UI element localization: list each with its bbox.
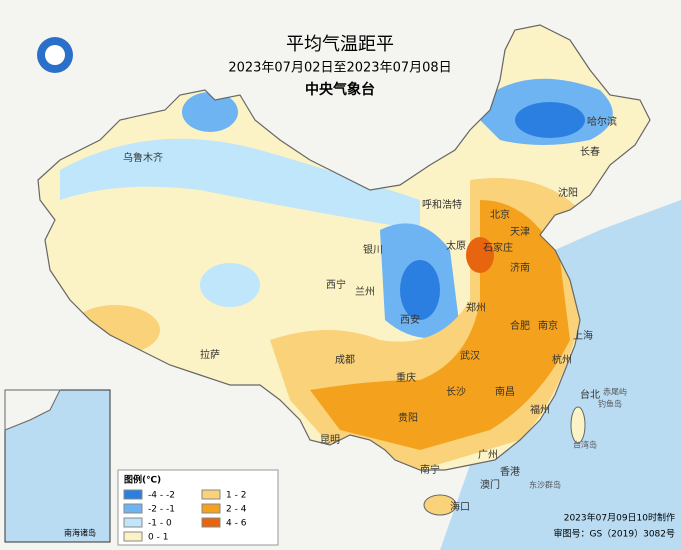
hainan (423, 494, 457, 516)
legend-label: 4 - 6 (226, 519, 247, 529)
legend-swatch (201, 489, 221, 500)
city: 合肥 (510, 319, 530, 332)
island: 钓鱼岛 (598, 399, 622, 409)
city: 成都 (335, 354, 355, 366)
city: 石家庄 (483, 241, 513, 254)
legend-swatch (201, 517, 221, 528)
legend-label: 1 - 2 (226, 491, 246, 501)
city: 台北 (580, 388, 600, 401)
city: 呼和浩特 (422, 199, 462, 211)
city: 太原 (446, 239, 466, 252)
legend: 图例(℃) -4 - -2 -2 - -1 -1 - 0 0 - 1 1 - 2 2 - … (117, 469, 279, 546)
legend-swatch (201, 503, 221, 514)
legend-label: -4 - -2 (148, 491, 175, 501)
city: 长沙 (446, 386, 466, 398)
city: 乌鲁木齐 (123, 151, 163, 164)
city: 银川 (363, 243, 383, 256)
legend-frame (117, 469, 279, 546)
city: 南京 (538, 319, 558, 332)
legend-swatch (123, 517, 143, 528)
title: 平均气温距平 (286, 34, 394, 55)
inset-land (4, 389, 61, 431)
city: 北京 (490, 208, 510, 221)
city: 哈尔滨 (587, 115, 617, 128)
city: 贵阳 (398, 411, 418, 424)
city: 西宁 (326, 278, 346, 291)
island: 台湾岛 (573, 440, 597, 450)
legend-swatch (123, 531, 143, 542)
city: 兰州 (355, 285, 375, 298)
subtitle: 2023年07月02日至2023年07月08日 (228, 61, 451, 76)
city: 重庆 (396, 371, 416, 384)
footer-made: 2023年07月09日10时制作 (564, 512, 675, 524)
city: 南昌 (495, 385, 515, 398)
taiwan (570, 406, 586, 444)
legend-swatch (123, 489, 143, 500)
city: 澳门 (480, 478, 500, 491)
city: 沈阳 (558, 186, 578, 199)
city: 昆明 (320, 434, 340, 446)
legend-swatch (123, 503, 143, 514)
city: 广州 (478, 449, 498, 461)
legend-label: 0 - 1 (148, 533, 168, 543)
legend-title: 图例(℃) (124, 474, 161, 486)
city: 西安 (400, 313, 420, 326)
sea (440, 200, 681, 550)
city: 海口 (450, 500, 470, 513)
footer-approval: 审图号：GS（2019）3082号 (554, 528, 676, 540)
city: 武汉 (460, 349, 480, 362)
agency: 中央气象台 (305, 81, 375, 98)
city: 天津 (510, 226, 530, 238)
inset: 南海诸岛 (4, 389, 111, 543)
city: 福州 (530, 403, 550, 416)
city: 郑州 (466, 301, 486, 314)
city: 香港 (500, 466, 520, 478)
city: 南宁 (420, 463, 440, 476)
city-labels: 乌鲁木齐 哈尔滨 长春 沈阳 呼和浩特 北京 天津 银川 太原 石家庄 济南 西… (123, 115, 627, 513)
island: 东沙群岛 (529, 480, 561, 490)
inset-label: 南海诸岛 (64, 528, 96, 538)
city: 杭州 (552, 353, 572, 366)
city: 长春 (580, 146, 600, 158)
city: 济南 (510, 261, 530, 274)
legend-label: -1 - 0 (148, 519, 172, 529)
city: 拉萨 (200, 348, 220, 361)
legend-label: -2 - -1 (148, 505, 175, 515)
island: 赤尾屿 (603, 388, 627, 397)
city: 上海 (573, 329, 593, 342)
logo-inner (45, 45, 65, 65)
legend-label: 2 - 4 (226, 505, 247, 515)
